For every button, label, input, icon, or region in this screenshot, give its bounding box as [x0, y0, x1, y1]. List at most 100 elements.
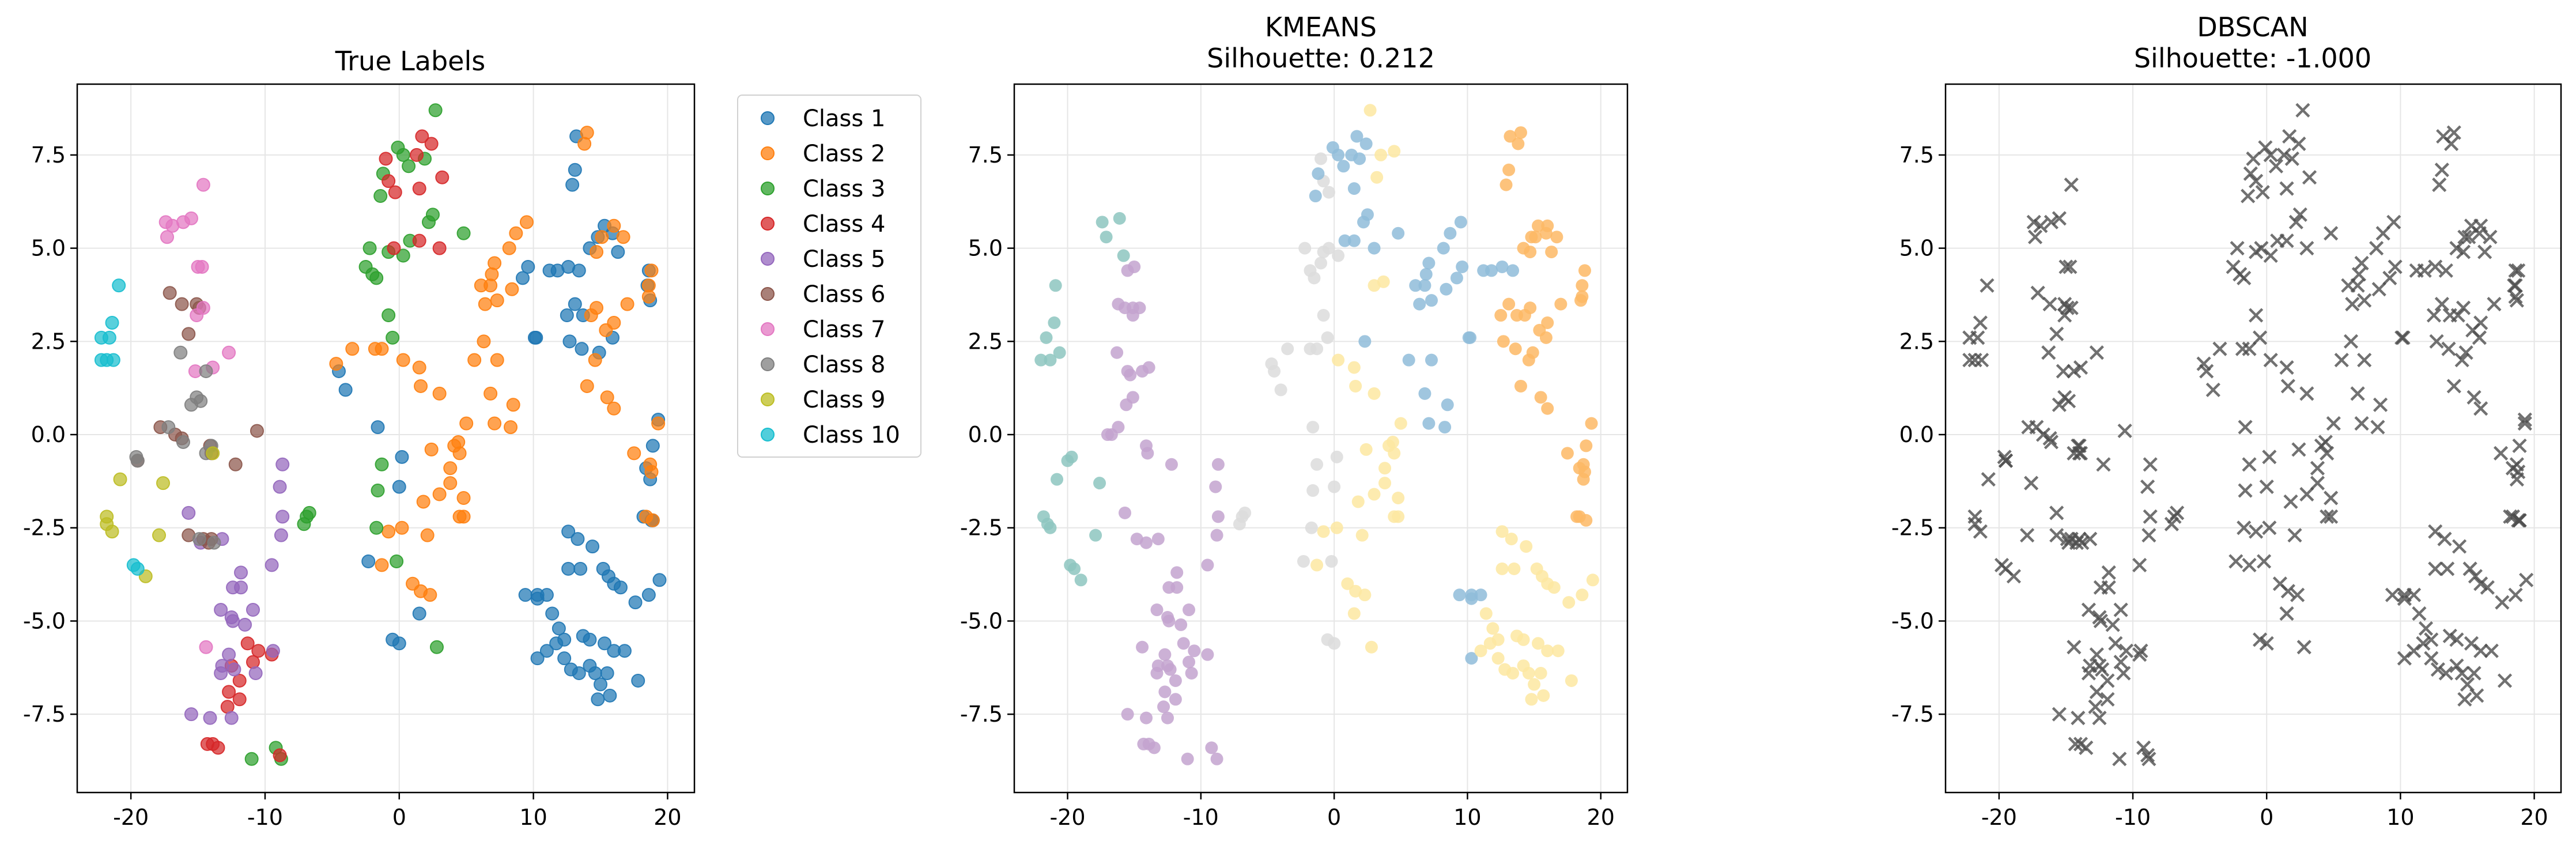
data-point — [2132, 557, 2147, 573]
data-point — [395, 520, 409, 535]
data-point — [2042, 297, 2057, 312]
chart-3-title: DBSCAN Silhouette: -1.000 — [2134, 12, 2371, 74]
data-point — [192, 532, 206, 546]
data-point — [2484, 643, 2499, 658]
data-point — [2100, 692, 2115, 707]
data-point — [2291, 442, 2306, 457]
data-point — [1350, 130, 1363, 143]
data-point — [2416, 636, 2431, 651]
data-point — [2049, 528, 2064, 543]
data-point — [2357, 293, 2372, 308]
data-point — [561, 561, 576, 576]
data-point — [1453, 588, 1466, 602]
y-tick-label: 0.0 — [31, 422, 66, 447]
data-point — [1338, 234, 1351, 247]
legend-label: Class 6 — [803, 281, 885, 308]
data-point — [2044, 435, 2059, 450]
data-point — [1586, 573, 1599, 587]
title-line: KMEANS — [1265, 12, 1377, 43]
data-point — [2116, 666, 2131, 681]
data-point — [2469, 688, 2484, 703]
data-point — [1378, 462, 1392, 475]
data-point — [2205, 382, 2220, 398]
data-point — [1310, 559, 1324, 572]
data-point — [2068, 737, 2083, 752]
data-point — [1100, 231, 1113, 244]
data-point — [1547, 581, 1561, 594]
title-line: Silhouette: -1.000 — [2134, 43, 2371, 74]
data-point — [422, 215, 436, 229]
data-point — [2238, 420, 2253, 435]
data-point — [1117, 249, 1130, 262]
data-point — [2454, 666, 2469, 681]
data-point — [2354, 255, 2369, 271]
data-point — [160, 230, 174, 244]
data-point — [2108, 636, 2123, 651]
data-point — [1315, 152, 1327, 165]
data-point — [2259, 479, 2274, 495]
data-point — [484, 386, 498, 401]
data-point — [488, 256, 502, 270]
data-point — [173, 345, 188, 360]
data-point — [2461, 229, 2476, 244]
data-point — [1437, 242, 1450, 255]
chart-3-points — [1962, 103, 2534, 767]
data-point — [645, 439, 660, 453]
legend-label: Class 10 — [803, 422, 900, 448]
data-point — [371, 420, 385, 435]
y-tick-label: 2.5 — [968, 329, 1003, 354]
data-point — [1541, 402, 1554, 415]
data-point — [232, 673, 247, 688]
data-point — [2253, 632, 2268, 647]
x-tick-label: 10 — [1453, 805, 1481, 830]
data-point — [2253, 330, 2268, 345]
data-point — [488, 416, 502, 431]
data-point — [1506, 264, 1520, 277]
data-point — [1485, 264, 1498, 277]
data-point — [1309, 190, 1322, 203]
data-point — [1465, 588, 1478, 602]
data-point — [1573, 462, 1586, 475]
data-point — [477, 334, 491, 349]
y-tick-label: 7.5 — [1899, 142, 1934, 168]
data-point — [1317, 246, 1330, 259]
data-point — [387, 241, 401, 255]
data-point — [2297, 640, 2311, 655]
data-point — [2456, 300, 2471, 315]
data-point — [1967, 516, 1982, 531]
data-point — [362, 241, 377, 255]
data-point — [1233, 518, 1246, 531]
data-point — [2249, 308, 2264, 323]
data-point — [1169, 674, 1182, 687]
data-point — [1317, 525, 1330, 538]
data-point — [2255, 184, 2270, 200]
data-point — [1126, 309, 1139, 322]
data-point — [2326, 416, 2341, 431]
data-point — [228, 457, 243, 471]
data-point — [1169, 693, 1182, 706]
data-point — [2023, 476, 2039, 490]
data-point — [386, 632, 400, 647]
data-point — [2487, 297, 2502, 312]
data-point — [2272, 576, 2288, 591]
data-point — [203, 711, 217, 725]
data-point — [1074, 573, 1087, 587]
data-point — [2512, 513, 2527, 528]
data-point — [375, 558, 389, 572]
data-point — [1322, 186, 1335, 199]
data-point — [1183, 603, 1196, 617]
x-tick-label: -20 — [113, 805, 149, 830]
data-point — [2407, 587, 2422, 602]
data-point — [2279, 606, 2294, 621]
data-point — [375, 457, 389, 471]
data-point — [412, 182, 426, 196]
data-point — [2101, 565, 2116, 580]
data-point — [1128, 260, 1141, 273]
data-point — [2284, 151, 2299, 166]
data-point — [1162, 614, 1176, 628]
data-point — [557, 651, 572, 666]
data-point — [2456, 244, 2471, 259]
data-point — [2100, 673, 2115, 688]
data-point — [1151, 533, 1165, 546]
y-tick-label: 7.5 — [31, 142, 66, 168]
